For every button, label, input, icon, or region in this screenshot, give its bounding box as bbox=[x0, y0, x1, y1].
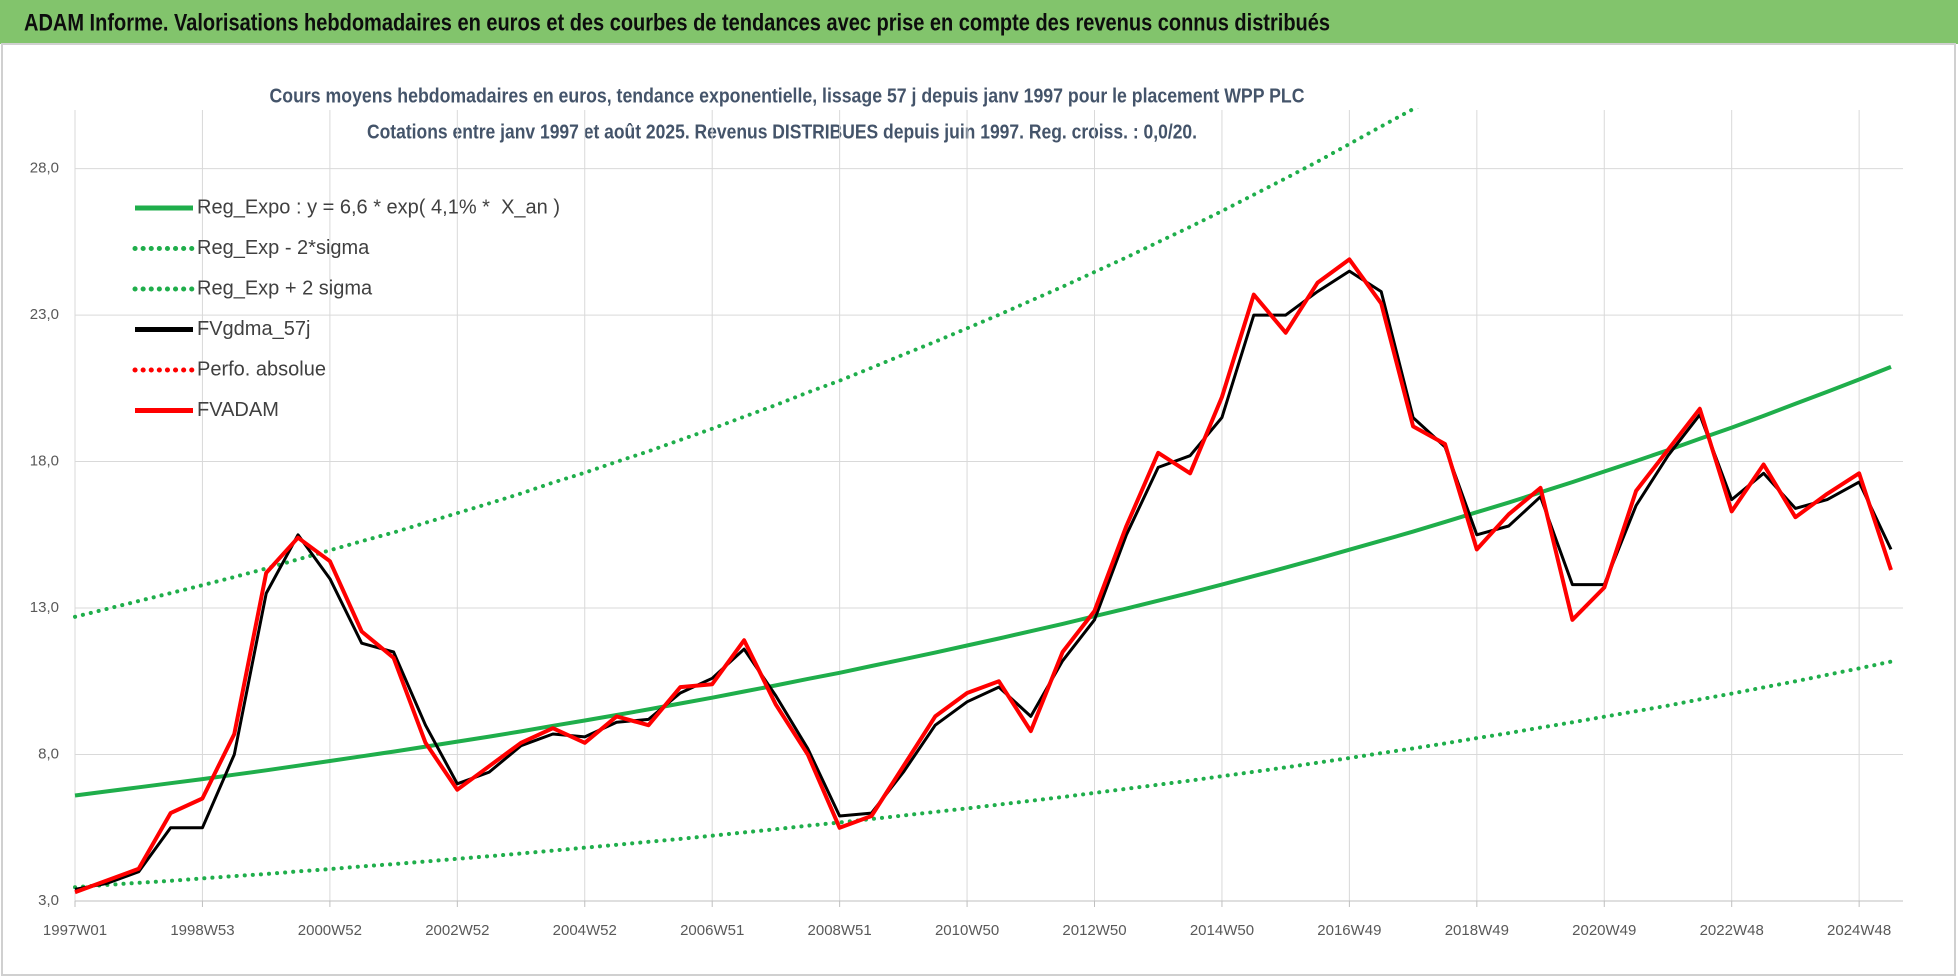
x-tick-label: 2002W52 bbox=[425, 922, 489, 939]
series-line bbox=[74, 365, 1892, 798]
y-tick-label: 28,0 bbox=[30, 160, 59, 177]
x-tick-label: 2010W50 bbox=[935, 922, 999, 939]
legend-label: FVgdma_57j bbox=[197, 318, 310, 340]
legend-label: Reg_Expo : y = 6,6 * exp( 4,1% * X_an ) bbox=[197, 196, 560, 218]
series-line bbox=[73, 108, 1419, 619]
x-tick-label: 2024W48 bbox=[1827, 922, 1891, 939]
series-line bbox=[73, 659, 1893, 890]
x-tick-label: 2012W50 bbox=[1062, 922, 1126, 939]
legend-label: Reg_Exp - 2*sigma bbox=[197, 237, 370, 259]
x-tick-label: 1997W01 bbox=[43, 922, 107, 939]
x-tick-label: 2006W51 bbox=[680, 922, 744, 939]
series-line bbox=[74, 269, 1893, 891]
x-tick-label: 2014W50 bbox=[1190, 922, 1254, 939]
x-tick-label: 2018W49 bbox=[1445, 922, 1509, 939]
x-tick-label: 2000W52 bbox=[298, 922, 362, 939]
chart-title: Cours moyens hebdomadaires en euros, ten… bbox=[270, 85, 1305, 107]
x-tick-label: 2020W49 bbox=[1572, 922, 1636, 939]
x-tick-label: 2016W49 bbox=[1317, 922, 1381, 939]
chart-subtitle: Cotations entre janv 1997 et août 2025. … bbox=[367, 121, 1197, 143]
header-bar bbox=[0, 0, 1958, 44]
y-tick-label: 8,0 bbox=[38, 745, 59, 762]
panel-border bbox=[1, 43, 1956, 976]
y-tick-label: 3,0 bbox=[38, 892, 59, 909]
x-tick-label: 2008W51 bbox=[808, 922, 872, 939]
y-tick-label: 13,0 bbox=[30, 599, 59, 616]
header-title: ADAM Informe. Valorisations hebdomadaire… bbox=[24, 9, 1330, 36]
y-tick-label: 18,0 bbox=[30, 453, 59, 470]
x-tick-label: 1998W53 bbox=[170, 922, 234, 939]
x-tick-label: 2022W48 bbox=[1700, 922, 1764, 939]
legend-label: Reg_Exp + 2 sigma bbox=[197, 277, 373, 299]
series-line bbox=[74, 257, 1893, 895]
y-tick-label: 23,0 bbox=[30, 306, 59, 323]
plot-area bbox=[73, 108, 1893, 895]
x-tick-label: 2004W52 bbox=[553, 922, 617, 939]
legend-label: FVADAM bbox=[197, 399, 279, 421]
legend-label: Perfo. absolue bbox=[197, 358, 326, 380]
